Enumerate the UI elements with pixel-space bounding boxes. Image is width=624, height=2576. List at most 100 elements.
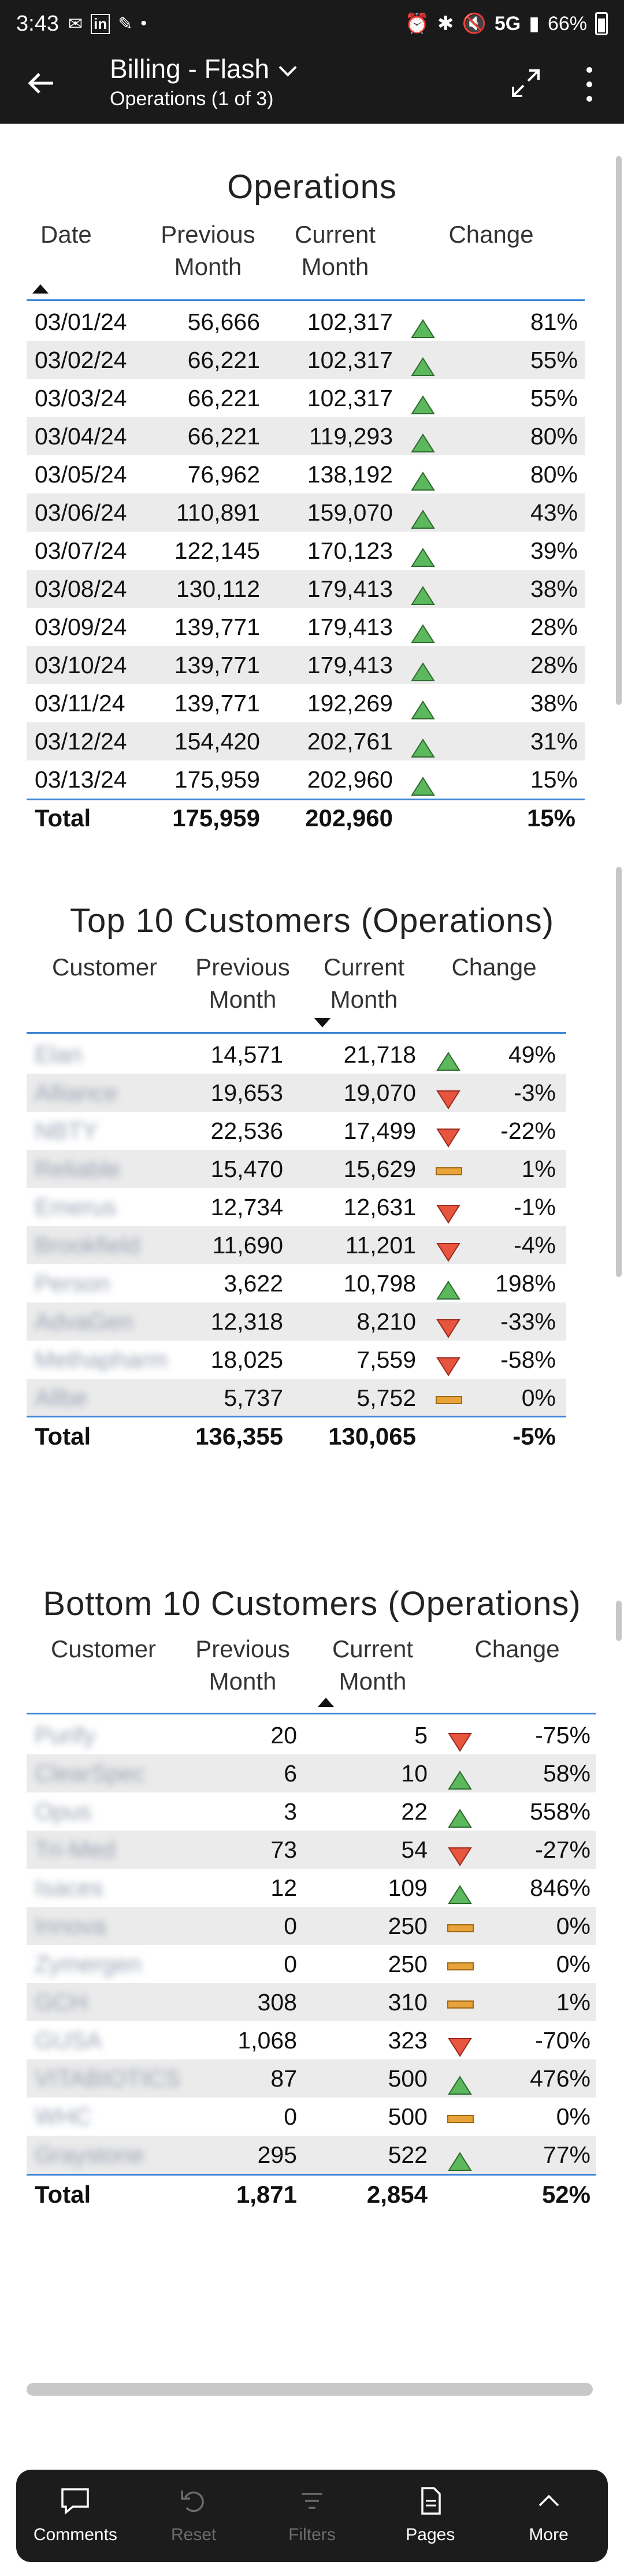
table-row[interactable]: GCH 308 310 1%: [27, 1983, 596, 2021]
table-row[interactable]: 03/06/24 110,891 159,070 43%: [27, 493, 585, 532]
previous-month-value: 175,959: [174, 766, 260, 793]
col-header-change[interactable]: Change: [448, 221, 534, 248]
change-value: 38%: [530, 576, 578, 602]
previous-month-value: 295: [257, 2141, 297, 2168]
page-indicator: Operations (1 of 3): [110, 88, 274, 110]
current-month-value: 19,070: [343, 1079, 416, 1106]
date-cell: 03/09/24: [35, 614, 127, 640]
flat-trend-icon: [447, 1924, 474, 1932]
more-button[interactable]: More: [489, 2470, 608, 2562]
total-label: Total: [35, 2181, 91, 2208]
col-header-current-month[interactable]: Current Month: [323, 953, 405, 1013]
table-row[interactable]: Tri-Med 73 54 -27%: [27, 1831, 596, 1869]
expand-button[interactable]: [508, 66, 543, 101]
clock: 3:43: [16, 11, 59, 36]
bottom-action-bar: Comments Reset Filters Pages More: [16, 2470, 608, 2562]
trend-up-icon: [410, 312, 436, 338]
table-row[interactable]: Methapharm 18,025 7,559 -58%: [27, 1341, 566, 1379]
vertical-scrollbar[interactable]: [616, 1601, 622, 1641]
change-value: 55%: [530, 385, 578, 411]
table-row[interactable]: Opus 3 22 558%: [27, 1792, 596, 1831]
change-value: 80%: [530, 423, 578, 450]
table-row[interactable]: AdvaGen 12,318 8,210 -33%: [27, 1302, 566, 1341]
report-title-dropdown[interactable]: Billing - Flash: [110, 53, 297, 84]
table-row[interactable]: 03/11/24 139,771 192,269 38%: [27, 684, 585, 722]
previous-month-value: 154,420: [174, 728, 260, 755]
previous-month-value: 6: [284, 1760, 297, 1787]
change-value: 0%: [556, 2103, 590, 2130]
table-row[interactable]: Elan 14,571 21,718 49%: [27, 1035, 566, 1074]
vertical-scrollbar[interactable]: [616, 156, 622, 705]
table-row[interactable]: Reliable 15,470 15,629 1%: [27, 1150, 566, 1188]
table-row[interactable]: 03/04/24 66,221 119,293 80%: [27, 417, 585, 455]
change-value: 80%: [530, 461, 578, 488]
table-row[interactable]: 03/03/24 66,221 102,317 55%: [27, 379, 585, 417]
sort-descending-icon: [314, 1018, 330, 1027]
table-row[interactable]: 03/08/24 130,112 179,413 38%: [27, 570, 585, 608]
table-row[interactable]: Graystone 295 522 77%: [27, 2136, 596, 2174]
filters-button[interactable]: Filters: [253, 2470, 372, 2562]
operations-title: Operations: [227, 168, 397, 206]
col-header-customer[interactable]: Customer: [51, 1635, 157, 1662]
col-header-previous-month[interactable]: Previous Month: [195, 953, 290, 1013]
table-row[interactable]: 03/05/24 76,962 138,192 80%: [27, 455, 585, 493]
table-row[interactable]: Zymergen 0 250 0%: [27, 1945, 596, 1983]
change-value: 77%: [543, 2141, 590, 2168]
table-row[interactable]: GUSA 1,068 323 -70%: [27, 2021, 596, 2059]
table-row[interactable]: Alliance 19,653 19,070 -3%: [27, 1074, 566, 1112]
table-row[interactable]: 03/12/24 154,420 202,761 31%: [27, 722, 585, 760]
table-row[interactable]: 03/09/24 139,771 179,413 28%: [27, 608, 585, 646]
previous-month-value: 122,145: [174, 537, 260, 564]
change-value: 1%: [521, 1156, 556, 1182]
col-header-current-month[interactable]: Current Month: [294, 221, 376, 280]
table-row[interactable]: Person 3,622 10,798 198%: [27, 1264, 566, 1302]
vertical-scrollbar[interactable]: [616, 867, 622, 1277]
col-header-previous-month[interactable]: Previous Month: [161, 221, 255, 280]
current-month-value: 102,317: [307, 347, 393, 373]
table-row[interactable]: Isaces 12 109 846%: [27, 1869, 596, 1907]
current-month-value: 522: [388, 2141, 428, 2168]
previous-month-value: 73: [270, 1836, 297, 1863]
col-header-customer[interactable]: Customer: [52, 953, 158, 981]
table-row[interactable]: WHC 0 500 0%: [27, 2098, 596, 2136]
previous-month-value: 12,318: [210, 1308, 283, 1335]
col-header-date[interactable]: Date: [40, 221, 92, 248]
total-previous: 175,959: [172, 804, 260, 832]
trend-up-icon: [447, 1764, 473, 1790]
more-options-button[interactable]: [584, 67, 595, 102]
table-row[interactable]: VITABIOTICS 87 500 476%: [27, 2059, 596, 2098]
table-row[interactable]: 03/02/24 66,221 102,317 55%: [27, 341, 585, 379]
change-value: 28%: [530, 652, 578, 678]
table-row[interactable]: Allbe 5,737 5,752 0%: [27, 1379, 566, 1417]
col-header-change[interactable]: Change: [474, 1635, 560, 1662]
change-value: 1%: [556, 1989, 590, 2015]
back-button[interactable]: [23, 65, 60, 102]
table-row[interactable]: 03/10/24 139,771 179,413 28%: [27, 646, 585, 684]
reset-button[interactable]: Reset: [135, 2470, 253, 2562]
col-header-change[interactable]: Change: [451, 953, 537, 981]
previous-month-value: 0: [284, 1913, 297, 1939]
previous-month-value: 11,690: [212, 1232, 283, 1259]
table-row[interactable]: Brookfield 11,690 11,201 -4%: [27, 1226, 566, 1264]
change-value: -3%: [514, 1079, 556, 1106]
table-row[interactable]: Innova 0 250 0%: [27, 1907, 596, 1945]
col-header-current-month[interactable]: Current Month: [332, 1635, 414, 1695]
filter-icon: [301, 2493, 322, 2509]
current-month-value: 15,629: [343, 1156, 416, 1182]
current-month-value: 138,192: [307, 461, 393, 488]
col-header-previous-month[interactable]: Previous Month: [195, 1635, 290, 1695]
current-month-value: 17,499: [343, 1118, 416, 1144]
table-row[interactable]: 03/01/24 56,666 102,317 81%: [27, 303, 585, 341]
table-row[interactable]: ClearSpec 6 10 58%: [27, 1754, 596, 1792]
current-month-value: 12,631: [343, 1194, 416, 1220]
table-row[interactable]: 03/07/24 122,145 170,123 39%: [27, 532, 585, 570]
comments-button[interactable]: Comments: [16, 2470, 135, 2562]
pages-button[interactable]: Pages: [371, 2470, 489, 2562]
table-row[interactable]: NBTY 22,536 17,499 -22%: [27, 1112, 566, 1150]
table-row[interactable]: 03/13/24 175,959 202,960 15%: [27, 760, 585, 799]
table-row[interactable]: Purify 20 5 -75%: [27, 1716, 596, 1754]
total-label: Total: [35, 804, 91, 832]
table-row[interactable]: Emerus 12,734 12,631 -1%: [27, 1188, 566, 1226]
horizontal-scrollbar[interactable]: [27, 2383, 593, 2396]
previous-month-value: 0: [284, 1951, 297, 1977]
